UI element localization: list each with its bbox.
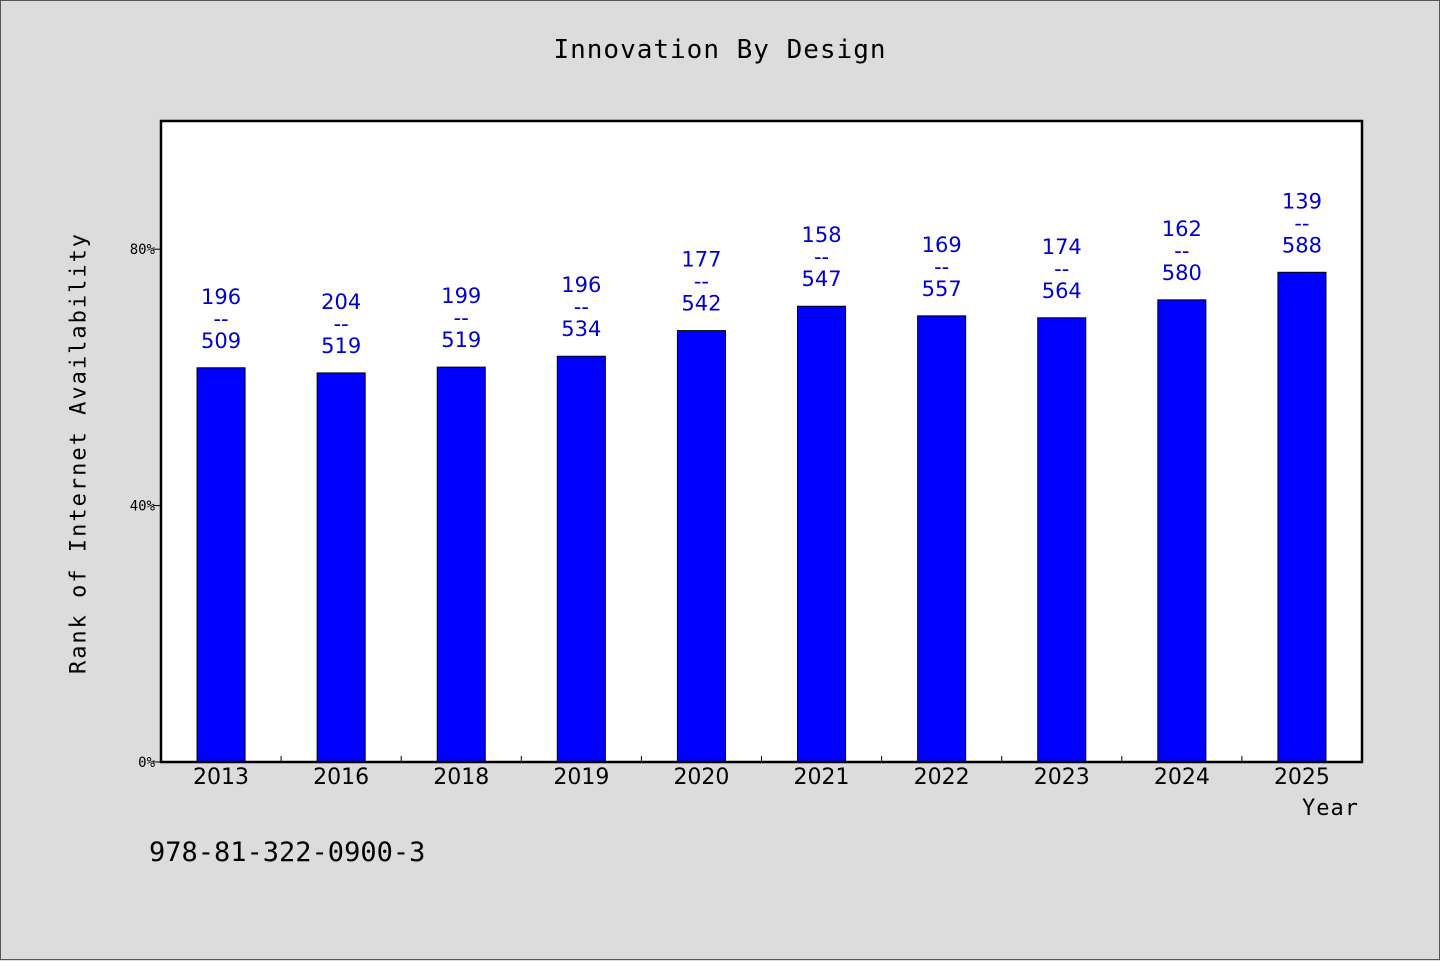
bar xyxy=(196,367,246,763)
data-label: 162 xyxy=(1162,217,1202,241)
data-label: -- xyxy=(934,255,949,279)
data-label: 557 xyxy=(922,277,962,301)
x-tick-label: 2013 xyxy=(193,765,249,790)
data-label: 509 xyxy=(201,329,241,353)
data-label: 177 xyxy=(681,248,721,272)
data-label: 564 xyxy=(1042,279,1082,303)
data-label: 519 xyxy=(441,328,481,352)
data-label: 542 xyxy=(681,292,721,316)
bar xyxy=(1157,299,1207,763)
x-tick-label: 2023 xyxy=(1034,765,1090,790)
x-tick-label: 2019 xyxy=(553,765,609,790)
data-label: -- xyxy=(1294,211,1309,235)
data-label: 588 xyxy=(1282,233,1322,257)
data-label: -- xyxy=(213,307,228,331)
data-label: 580 xyxy=(1162,261,1202,285)
data-label: -- xyxy=(574,295,589,319)
x-tick-label: 2022 xyxy=(914,765,970,790)
chart-title: Innovation By Design xyxy=(553,35,887,65)
x-tick-label: 2024 xyxy=(1154,765,1210,790)
x-tick-label: 2016 xyxy=(313,765,369,790)
data-label: 169 xyxy=(922,233,962,257)
bar xyxy=(1277,271,1327,763)
data-label: -- xyxy=(1054,257,1069,281)
bar xyxy=(797,305,847,763)
bar xyxy=(676,330,726,763)
bar xyxy=(556,355,606,763)
x-tick-label: 2025 xyxy=(1274,765,1330,790)
x-tick-label: 2018 xyxy=(433,765,489,790)
data-label: 199 xyxy=(441,284,481,308)
x-tick-label: 2020 xyxy=(673,765,729,790)
plot-border xyxy=(159,119,1364,764)
data-label: -- xyxy=(454,306,469,330)
data-label: 139 xyxy=(1282,189,1322,213)
data-label: -- xyxy=(694,270,709,294)
data-label: -- xyxy=(334,312,349,336)
bar xyxy=(436,366,486,763)
y-tick-label: 0% xyxy=(138,755,155,771)
bar xyxy=(1037,317,1087,763)
data-label: 534 xyxy=(561,317,601,341)
x-axis-label: Year xyxy=(1302,796,1359,821)
data-label: 196 xyxy=(561,273,601,297)
data-label: 547 xyxy=(802,267,842,291)
x-tick-label: 2021 xyxy=(794,765,850,790)
y-tick-label: 80% xyxy=(130,242,156,258)
data-label: 204 xyxy=(321,290,361,314)
data-label: 196 xyxy=(201,285,241,309)
bar xyxy=(316,372,366,763)
data-label: -- xyxy=(1174,239,1189,263)
data-label: 519 xyxy=(321,334,361,358)
footer-code: 978-81-322-0900-3 xyxy=(149,837,426,868)
data-label: 174 xyxy=(1042,235,1082,259)
data-label: 158 xyxy=(802,223,842,247)
bar xyxy=(917,315,967,763)
data-label: -- xyxy=(814,245,829,269)
y-tick-label: 40% xyxy=(130,499,156,515)
